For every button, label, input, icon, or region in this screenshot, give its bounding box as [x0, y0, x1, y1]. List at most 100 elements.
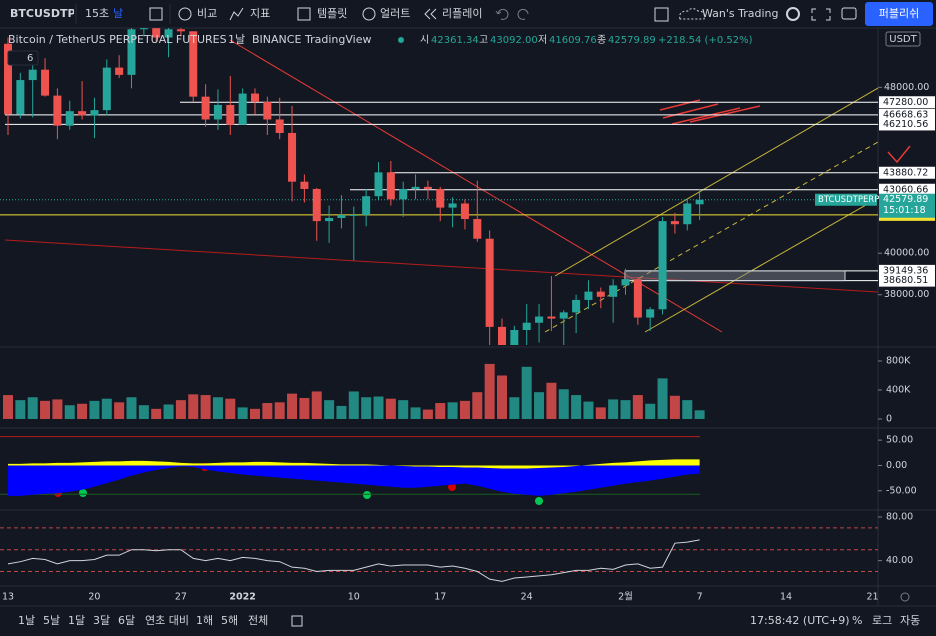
template-icon[interactable]: [297, 7, 311, 21]
level-label-box: [879, 274, 935, 287]
candle-body: [226, 104, 235, 125]
volume-bar: [200, 395, 211, 419]
candle-body: [41, 69, 50, 96]
candle-body: [28, 69, 37, 81]
templates-button[interactable]: 템플릿: [317, 7, 347, 20]
x-tick-label: 7: [697, 592, 703, 603]
redo-icon[interactable]: [517, 8, 529, 20]
auto-toggle[interactable]: 자동: [900, 614, 920, 627]
range-button[interactable]: 1해: [196, 613, 213, 627]
indicators-button[interactable]: 지표: [250, 7, 270, 20]
volume-bar: [472, 392, 483, 419]
symbol-tag-label: BTCUSDTPERP: [818, 195, 879, 205]
candle-body: [399, 188, 408, 200]
ohlc-value: 41609.76: [549, 35, 597, 46]
candle-body: [139, 28, 148, 30]
x-tick-label: 27: [175, 592, 187, 603]
settings-icon[interactable]: [786, 7, 800, 21]
volume-bar: [435, 403, 446, 419]
level-label: 39149.36: [883, 265, 928, 276]
volume-bar: [52, 399, 63, 419]
volume-bar: [336, 405, 347, 419]
legend-source: TradingView: [304, 33, 371, 46]
publish-button[interactable]: [865, 2, 933, 26]
percent-toggle[interactable]: %: [852, 614, 862, 627]
interval-value[interactable]: 15초: [85, 7, 109, 20]
volume-bar: [398, 400, 409, 419]
candle-body: [115, 67, 124, 75]
volume-bar: [620, 400, 631, 419]
volume-bar: [509, 397, 520, 419]
currency: USDT: [889, 34, 917, 45]
signal-dot: [79, 489, 87, 497]
compare-icon[interactable]: [178, 7, 192, 21]
volume-bar: [645, 403, 656, 419]
volume-bar: [497, 375, 507, 419]
volume-bar: [595, 407, 606, 419]
range-button[interactable]: 5해: [221, 613, 238, 627]
cloud-icon: [679, 8, 705, 20]
log-toggle[interactable]: 로그: [872, 614, 892, 627]
interval[interactable]: 날: [113, 7, 123, 20]
chart-type-icon[interactable]: [149, 7, 163, 21]
volume-bar: [77, 403, 88, 419]
publish-label[interactable]: 퍼블리쉬: [879, 7, 919, 20]
x-tick-label: 17: [434, 592, 446, 603]
undo-icon[interactable]: [495, 8, 509, 20]
alert-icon[interactable]: [362, 7, 376, 21]
candle-body: [263, 101, 272, 120]
account-name[interactable]: Wan's Trading: [702, 7, 779, 20]
osc-area-lower: [8, 465, 700, 496]
replay-icon[interactable]: [424, 8, 437, 20]
signal-dot: [363, 491, 371, 499]
volume-bar: [40, 400, 51, 419]
y-tick-label: 48000.00: [884, 82, 929, 93]
volume-bar: [682, 400, 693, 419]
volume-bar: [459, 400, 470, 419]
snapshot-icon[interactable]: [841, 7, 857, 20]
x-tick-label: 2월: [618, 591, 633, 603]
candle-body: [152, 28, 161, 38]
compare-button[interactable]: 비교: [197, 7, 217, 20]
symbol[interactable]: BTCUSDTPERP: [10, 7, 100, 20]
volume-bar: [299, 397, 310, 419]
date-range-icon[interactable]: [291, 615, 303, 627]
price-pane: [0, 28, 878, 345]
range-button[interactable]: 1달: [68, 614, 85, 627]
volume-bar: [126, 397, 137, 419]
status-dot: [398, 37, 404, 43]
range-button[interactable]: 연초 대비: [145, 614, 189, 627]
candle-body: [535, 316, 544, 323]
range-button[interactable]: 전체: [248, 614, 268, 627]
volume-bar: [15, 400, 26, 419]
candle-body: [670, 221, 679, 225]
indicator-count[interactable]: 6: [27, 53, 33, 64]
candle-body: [411, 186, 420, 189]
candle-body: [695, 199, 704, 205]
y-tick-label: 40000.00: [884, 248, 929, 259]
level-label: 46668.63: [883, 109, 928, 120]
indicator-icon[interactable]: [229, 7, 244, 21]
alert-button[interactable]: 얼러트: [380, 6, 410, 20]
volume-bar: [484, 363, 495, 419]
volume-bar: [546, 382, 557, 419]
axis-settings-icon[interactable]: [900, 592, 910, 602]
candle-body: [251, 93, 259, 102]
candle-body: [275, 119, 284, 133]
ohlc-label: 저: [538, 34, 547, 46]
candle-body: [572, 299, 581, 313]
layout-icon[interactable]: [654, 7, 669, 22]
replay-button[interactable]: 리플레이: [442, 7, 482, 20]
range-button[interactable]: 3달: [93, 614, 110, 627]
volume-bar: [311, 391, 322, 419]
volume-bar: [138, 405, 149, 419]
range-button[interactable]: 6달: [118, 614, 135, 627]
range-buttons: 1날 5날 1달 3달 6달 연초 대비 1해 5해 전체: [18, 613, 268, 627]
volume-bar: [101, 398, 112, 419]
range-button[interactable]: 1날: [18, 614, 35, 627]
indicator-toggle[interactable]: [7, 50, 39, 66]
level-label: 38680.51: [883, 275, 928, 286]
fullscreen-icon[interactable]: [811, 8, 831, 21]
range-button[interactable]: 5날: [43, 614, 60, 627]
clock: 17:58:42 (UTC+9): [750, 614, 850, 627]
